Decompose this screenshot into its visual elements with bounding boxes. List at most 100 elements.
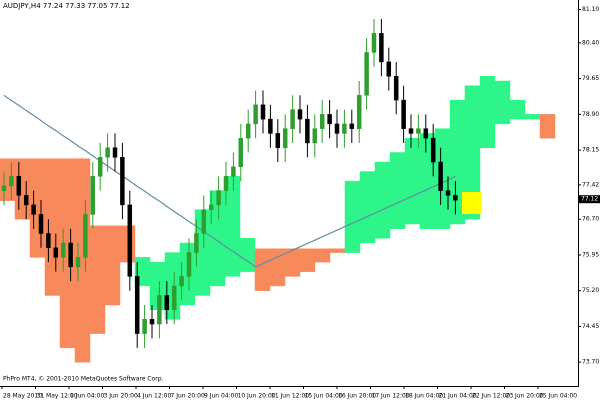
cloud-segment [539, 114, 556, 139]
candle-body [297, 109, 303, 120]
candle-body [408, 128, 414, 134]
candle-body [379, 33, 384, 63]
candle-body [231, 166, 236, 177]
candle-body [16, 176, 22, 196]
candle-body [342, 123, 347, 134]
candle-body [1, 185, 7, 191]
candle-body [253, 104, 258, 125]
cloud-segment [464, 85, 481, 220]
candle-body [105, 147, 110, 158]
candle-body [164, 295, 170, 311]
candle-body [349, 123, 355, 129]
cloud-segment [254, 248, 271, 291]
x-tick-label: 15 Jun 04:00 [305, 393, 343, 400]
candle-body [319, 114, 325, 129]
cloud-segment [374, 161, 391, 239]
candle-body [282, 128, 288, 148]
candle-body [438, 161, 443, 191]
candle-body [75, 257, 81, 268]
candle-body [53, 247, 59, 258]
candle-body [334, 123, 340, 134]
y-tick-label: 74.45 [582, 323, 599, 330]
candle-body [305, 118, 310, 144]
candle-body [157, 295, 162, 325]
cloud-segment [509, 99, 526, 120]
x-tick-label: 25 Jun 04:00 [539, 393, 577, 400]
x-tick-label: 1 Jun 04:00 [70, 393, 104, 400]
candle-body [120, 157, 125, 206]
candle-body [208, 204, 214, 210]
footer: PhPro MT4, © 2001-2010 MetaQuotes Softwa… [3, 376, 164, 383]
candle-body [423, 128, 429, 139]
indicators [3, 94, 456, 268]
x-tick-label: 28 May 2010 [3, 393, 42, 400]
x-tick-label: 11 Jun 12:00 [271, 393, 309, 400]
candle-body [290, 109, 295, 129]
candle-body [31, 204, 36, 215]
y-tick-label: 75.20 [582, 287, 599, 294]
candle-body [134, 276, 140, 334]
y-tick-label: 78.90 [582, 111, 599, 118]
candle-body [268, 118, 273, 134]
candle-body [142, 319, 147, 334]
y-tick-label: 80.40 [582, 39, 599, 46]
last-price-tag [579, 195, 600, 204]
candle-body [112, 147, 118, 158]
y-tick-label: 77.42 [582, 181, 599, 188]
candle-body [386, 61, 392, 77]
x-tick-label: 21 Jun 04:00 [439, 393, 477, 400]
cloud-segment [404, 137, 421, 225]
cloud-segment [299, 248, 316, 272]
candle-body [327, 114, 332, 125]
candle-body [416, 128, 421, 134]
candle-body [371, 33, 377, 53]
x-tick-label: 7 Jun 20:00 [171, 393, 205, 400]
candle-body [83, 214, 88, 258]
cloud-segment [389, 152, 406, 229]
candle-body [275, 133, 281, 148]
candle-body [46, 233, 51, 249]
chart-title: AUDJPY,H4 77.24 77.33 77.05 77.12 [3, 2, 130, 10]
cloud-segment [524, 114, 541, 120]
candle-body [127, 204, 133, 277]
candle-body [68, 242, 73, 268]
candle-body [179, 276, 184, 287]
y-tick-label: 76.70 [582, 216, 599, 223]
candle-body [201, 209, 207, 234]
x-tick-label: 3 Jun 20:00 [104, 393, 138, 400]
candle-body [9, 176, 14, 187]
candle-body [364, 52, 369, 96]
y-tick-label: 79.65 [582, 75, 599, 82]
x-tick-label: 18 Jun 04:00 [405, 393, 443, 400]
x-tick-label: 23 Jun 20:00 [506, 393, 544, 400]
candle-body [245, 123, 251, 139]
x-tick-label: 10 Jun 20:00 [238, 393, 276, 400]
x-tick-label: 22 Jun 12:00 [472, 393, 510, 400]
x-tick-label: 17 Jun 12:00 [372, 393, 410, 400]
candle-body [260, 104, 266, 120]
y-tick-label: 75.95 [582, 251, 599, 258]
cloud-segment [359, 171, 376, 244]
candle-body [194, 233, 199, 253]
candle-body [60, 242, 66, 258]
candle-body [430, 137, 436, 163]
highlight-box [462, 192, 482, 214]
last-price-label: 77.12 [581, 196, 598, 203]
candle-body [97, 157, 103, 177]
x-tick-label: 31 May 12:00 [37, 393, 78, 400]
cloud-segment [239, 238, 256, 272]
cloud-segment [44, 158, 61, 296]
candle-body [38, 214, 44, 234]
candle-body [453, 195, 458, 201]
cloud-segment [74, 158, 91, 363]
cloud-segment [314, 248, 331, 263]
candle-body [186, 252, 192, 277]
candle-body [171, 285, 177, 311]
candle-body [216, 190, 221, 206]
x-tick-label: 9 Jun 04:00 [204, 393, 238, 400]
candle-body [356, 95, 362, 129]
y-tick-label: 73.70 [582, 359, 599, 366]
candles [1, 19, 458, 348]
candle-body [223, 176, 229, 191]
